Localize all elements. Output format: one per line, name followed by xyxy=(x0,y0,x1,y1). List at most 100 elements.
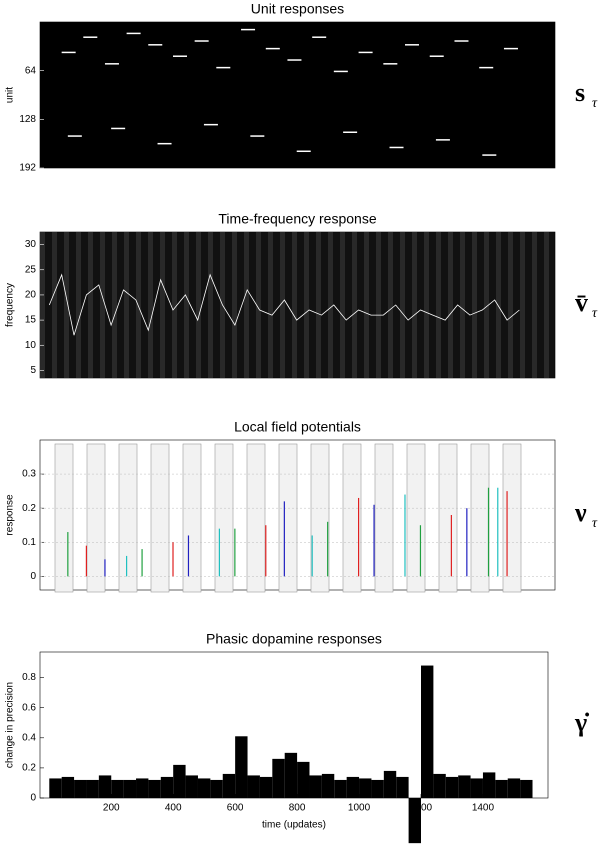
y-tick-label: 10 xyxy=(25,340,37,351)
stripe xyxy=(292,232,297,378)
y-tick-label: 0.1 xyxy=(22,537,36,548)
stripe xyxy=(472,232,477,378)
y-tick-label: 0.3 xyxy=(22,469,36,480)
epoch-box xyxy=(438,443,458,593)
dopamine-bar xyxy=(321,773,335,798)
x-tick-label: 600 xyxy=(227,803,244,814)
y-tick-label: 0.4 xyxy=(22,732,36,743)
dopamine-bar xyxy=(309,775,322,798)
stripe xyxy=(460,232,465,378)
y-tick-label: 192 xyxy=(19,163,36,174)
stripe xyxy=(76,232,81,378)
side-label: v̄ xyxy=(575,288,588,317)
side-label-sub: τ xyxy=(592,96,598,111)
stripe xyxy=(88,232,93,378)
y-axis-label: unit xyxy=(5,87,16,103)
x-axis-label: time (updates) xyxy=(262,820,326,831)
panel-title: Time-frequency response xyxy=(218,211,376,227)
stripe xyxy=(544,232,549,378)
dopamine-bar xyxy=(359,778,372,798)
dopamine-bar xyxy=(235,736,248,798)
stripe xyxy=(388,232,393,378)
panel-title: Unit responses xyxy=(251,1,344,17)
plot-area xyxy=(39,21,556,169)
dopamine-bar xyxy=(136,778,149,798)
epoch-box xyxy=(406,443,426,593)
dopamine-bar xyxy=(433,773,446,798)
stripe xyxy=(244,232,249,378)
plot-area xyxy=(39,231,556,379)
y-tick-label: 128 xyxy=(19,114,36,125)
dopamine-bar xyxy=(247,775,260,798)
stripe xyxy=(520,232,525,378)
y-tick-label: 0.2 xyxy=(22,503,36,514)
dopamine-bar xyxy=(284,752,298,798)
dopamine-bar xyxy=(49,778,62,798)
side-label-sub: τ xyxy=(592,306,598,321)
frequency-line xyxy=(48,273,520,336)
stripe xyxy=(316,232,321,378)
dopamine-bar xyxy=(74,779,87,798)
stripe xyxy=(376,232,381,378)
dopamine-bar xyxy=(482,772,496,798)
panel-title: Local field potentials xyxy=(234,419,361,435)
y-tick-label: 0.2 xyxy=(22,763,36,774)
stripe xyxy=(304,232,309,378)
epoch-box xyxy=(502,443,522,593)
dopamine-bar xyxy=(197,778,211,798)
stripe xyxy=(148,232,153,378)
y-axis-label: frequency xyxy=(5,283,16,327)
dopamine-bar xyxy=(61,776,75,798)
y-tick-label: 0.8 xyxy=(22,672,36,683)
stripe xyxy=(196,232,201,378)
stripe xyxy=(160,232,165,378)
epoch-box xyxy=(246,443,266,593)
stripe xyxy=(124,232,129,378)
stripe xyxy=(484,232,489,378)
x-tick-label: 1200 xyxy=(410,803,433,814)
dopamine-bar xyxy=(272,758,285,798)
stripe xyxy=(172,232,177,378)
dopamine-bar xyxy=(111,779,124,798)
stripe xyxy=(136,232,141,378)
dopamine-bar xyxy=(383,770,397,798)
dopamine-bar xyxy=(458,775,471,798)
dopamine-bar xyxy=(470,778,483,798)
panel-title: Phasic dopamine responses xyxy=(206,631,382,647)
stripe xyxy=(64,232,69,378)
side-label-sub: τ xyxy=(592,516,598,531)
x-tick-label: 400 xyxy=(165,803,182,814)
y-tick-label: 15 xyxy=(25,315,37,326)
dopamine-bar xyxy=(495,779,508,798)
stripe xyxy=(448,232,453,378)
stripe xyxy=(532,232,537,378)
x-tick-label: 200 xyxy=(103,803,120,814)
y-tick-label: 0 xyxy=(30,793,36,804)
x-tick-label: 800 xyxy=(289,803,306,814)
stripe xyxy=(52,232,57,378)
side-label: γ̇ xyxy=(574,708,589,737)
epoch-box xyxy=(342,443,362,593)
epoch-box xyxy=(54,443,74,593)
stripe xyxy=(100,232,105,378)
y-axis-label: response xyxy=(5,494,16,536)
stripe xyxy=(184,232,189,378)
dopamine-bar xyxy=(421,665,434,798)
stripe xyxy=(268,232,273,378)
epoch-box xyxy=(470,443,490,593)
stripe xyxy=(436,232,441,378)
y-tick-label: 25 xyxy=(25,264,37,275)
epoch-box xyxy=(214,443,234,593)
stripe xyxy=(412,232,417,378)
x-tick-label: 1400 xyxy=(472,803,495,814)
stripe xyxy=(208,232,213,378)
dopamine-bar xyxy=(173,764,186,798)
x-tick-label: 1000 xyxy=(348,803,371,814)
stripe xyxy=(364,232,369,378)
dopamine-bar xyxy=(297,761,310,798)
side-label: s xyxy=(575,78,585,107)
stripe xyxy=(232,232,237,378)
stripe xyxy=(400,232,405,378)
dopamine-bar xyxy=(507,778,521,798)
